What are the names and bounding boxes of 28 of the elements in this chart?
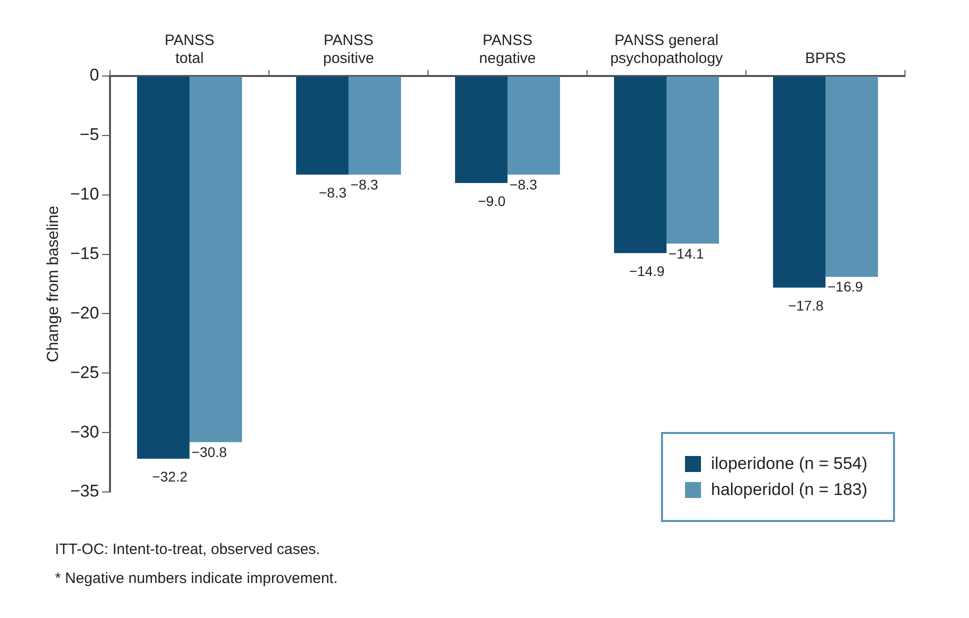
y-tick-label: −35: [70, 482, 100, 501]
text: ITT-OC: Intent-to-treat, observed cases.: [55, 540, 322, 560]
data-label: −8.3: [318, 184, 347, 201]
x-tick-label: PANSS general psychopathology: [610, 32, 724, 68]
y-tick-label: 0: [90, 66, 100, 85]
data-label: −32.2: [152, 468, 188, 485]
y-tick-label: −30: [70, 422, 100, 442]
data-label: −14.1: [668, 245, 704, 262]
legend-label: haloperidol (n = 183): [711, 480, 868, 500]
y-tick-label: −25: [70, 362, 100, 382]
x-tick-label: BPRS: [805, 50, 846, 68]
data-label: −16.9: [828, 278, 864, 295]
y-tick-label: −15: [70, 244, 100, 263]
data-label: −17.8: [788, 297, 824, 314]
text: * Negative numbers indicate improvement.: [55, 569, 338, 589]
data-label: −8.3: [510, 176, 538, 193]
x-tick-label: PANSS negative: [479, 32, 536, 68]
x-tick-label: PANSS total: [164, 32, 214, 68]
y-axis-title: Change from baseline: [45, 206, 62, 362]
data-label: −14.9: [629, 262, 665, 279]
y-tick-label: −10: [70, 184, 100, 204]
y-tick-label: −20: [70, 303, 100, 322]
data-label: −9.0: [478, 192, 506, 209]
data-label: −30.8: [192, 444, 228, 460]
legend-label: iloperidone (n = 554): [711, 454, 868, 474]
data-label: −8.3: [350, 176, 378, 193]
x-tick-label: PANSS positive: [323, 32, 374, 68]
y-tick-label: −5: [80, 125, 100, 144]
